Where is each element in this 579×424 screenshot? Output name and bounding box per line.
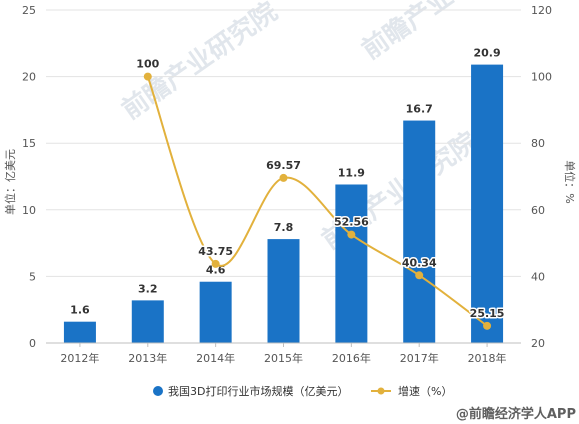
bar (403, 120, 436, 343)
growth-point (143, 72, 152, 81)
legend-bar-label: 我国3D打印行业市场规模（亿美元） (168, 384, 348, 398)
y-left-tick-label: 15 (22, 137, 36, 150)
line-series: 100 43.75 69.57 52.56 40.34 25.15 (135, 56, 506, 330)
y-left-tick-label: 0 (29, 337, 36, 350)
growth-point (347, 230, 356, 239)
x-tick-label: 2013年 (128, 351, 167, 365)
bar (131, 300, 164, 343)
bar-labels: 1.6 3.2 4.6 7.8 11.9 16.7 20.9 (70, 47, 500, 317)
bar (471, 64, 504, 343)
growth-value-label: 69.57 (266, 159, 301, 172)
bar-value-label: 11.9 (338, 166, 365, 179)
bar-value-label: 4.6 (206, 264, 226, 277)
growth-point (483, 321, 492, 330)
y-right-tick-label: 40 (531, 270, 545, 283)
legend-line-dot (377, 387, 385, 395)
growth-point (415, 271, 424, 280)
growth-value-label: 43.75 (198, 245, 233, 258)
y-left-tick-label: 25 (22, 4, 36, 17)
legend-bar-marker (153, 386, 163, 396)
bar (199, 281, 232, 343)
x-tick-label: 2014年 (196, 351, 235, 365)
y-left-tick-label: 10 (22, 204, 36, 217)
axes: 0 5 10 15 20 25 20 40 60 80 100 120 2012年 2013年 2014年 2… (22, 4, 552, 365)
bar (267, 239, 300, 343)
growth-value-label: 52.56 (334, 216, 369, 229)
y-right-tick-label: 20 (531, 337, 545, 350)
legend-line-label: 增速（%） (398, 384, 452, 398)
y-right-tick-label: 120 (531, 4, 552, 17)
growth-point (211, 259, 220, 268)
growth-line (146, 76, 488, 327)
bar-value-label: 1.6 (70, 304, 90, 317)
legend: 我国3D打印行业市场规模（亿美元） 增速（%） (153, 384, 452, 398)
y-axis-right-title: 单位：% (563, 160, 577, 203)
bar-value-label: 20.9 (474, 47, 501, 60)
bar (63, 321, 96, 343)
bar-series (63, 64, 504, 343)
source-footer: @前瞻经济学人APP (456, 406, 576, 422)
y-left-tick-label: 5 (29, 270, 36, 283)
x-tick-label: 2012年 (60, 351, 99, 365)
y-right-tick-label: 60 (531, 204, 545, 217)
growth-point (279, 173, 288, 182)
x-tick-label: 2018年 (468, 351, 507, 365)
gridlines (46, 9, 521, 277)
x-tick-label: 2017年 (400, 351, 439, 365)
x-tick-label: 2016年 (332, 351, 371, 365)
x-tick-label: 2015年 (264, 351, 303, 365)
growth-value-label: 25.15 (470, 307, 505, 320)
bar-value-label: 7.8 (274, 221, 294, 234)
growth-value-label: 40.34 (402, 256, 437, 269)
y-left-tick-label: 20 (22, 71, 36, 84)
y-right-tick-label: 80 (531, 137, 545, 150)
growth-value-label: 100 (136, 58, 159, 71)
y-axis-left-title: 单位：亿美元 (3, 149, 17, 215)
bar (335, 184, 368, 343)
bar-value-label: 3.2 (138, 282, 158, 295)
y-right-tick-label: 100 (531, 71, 552, 84)
bar-value-label: 16.7 (406, 103, 433, 116)
